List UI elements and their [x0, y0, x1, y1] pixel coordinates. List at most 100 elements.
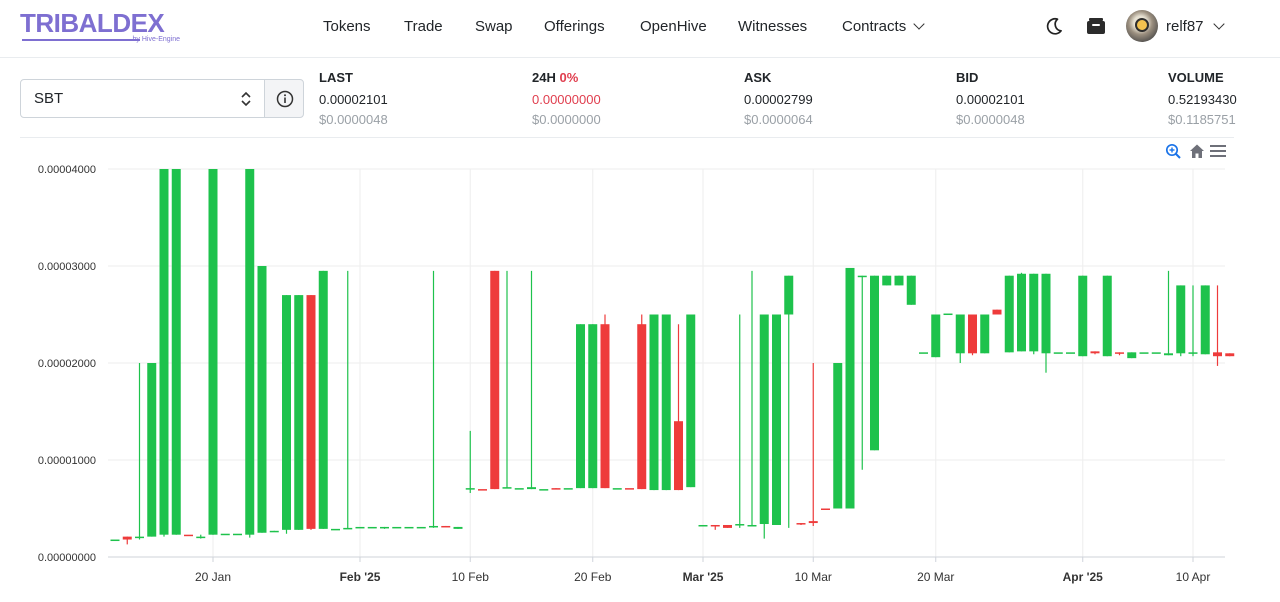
candle-body [220, 533, 230, 536]
nav-offerings[interactable]: Offerings [544, 18, 605, 35]
nav-openhive[interactable]: OpenHive [640, 18, 707, 35]
candle [796, 523, 806, 525]
candle [367, 526, 377, 529]
candle-body [245, 169, 255, 535]
candle-body [282, 295, 291, 530]
candle-body [857, 275, 867, 278]
candle [943, 313, 953, 316]
candle-body [882, 275, 892, 286]
menu-icon[interactable] [1210, 145, 1226, 157]
price-chart[interactable]: 0.00000000 0.00001000 0.00002000 0.00003000… [0, 138, 1280, 602]
candle [514, 488, 524, 490]
wallet-icon[interactable] [1085, 15, 1107, 37]
candle [625, 488, 634, 490]
candle-body [1090, 351, 1100, 354]
stat-24h-pct: 0% [559, 70, 579, 85]
candle-body [821, 508, 830, 510]
candle [1090, 351, 1100, 355]
moon-icon[interactable] [1043, 15, 1065, 37]
candle-body [833, 363, 843, 509]
candle [588, 324, 598, 489]
candle-body [416, 526, 426, 529]
candle [208, 169, 218, 535]
avatar[interactable] [1126, 10, 1158, 42]
candle [710, 524, 720, 530]
candle [110, 539, 120, 542]
candle [184, 534, 193, 537]
username[interactable]: relf87 [1166, 18, 1204, 35]
stat-last: LAST 0.00002101 $0.0000048 [319, 70, 519, 128]
token-select[interactable]: SBT [20, 79, 265, 118]
candle [1213, 285, 1222, 366]
stat-bid-usd: $0.0000048 [956, 112, 1025, 127]
nav-trade[interactable]: Trade [404, 18, 443, 35]
candle-body [331, 528, 340, 531]
stat-bid-label: BID [956, 70, 979, 85]
candle [343, 270, 353, 530]
candle-body [147, 363, 157, 537]
candle-body [318, 270, 328, 529]
candle-body [1102, 275, 1112, 357]
candle [539, 489, 549, 491]
x-tick-label: Mar '25 [683, 570, 724, 584]
candle-body [563, 488, 573, 490]
stat-volume-value: 0.52193430 [1168, 92, 1237, 107]
zoom-icon[interactable] [1165, 143, 1181, 159]
candle [159, 169, 169, 537]
candle-body [1041, 273, 1051, 354]
candle [894, 275, 904, 286]
tribaldex-logo[interactable]: TRIBALDEX by Hive-Engine [20, 10, 182, 44]
stat-ask: ASK 0.00002799 $0.0000064 [744, 70, 944, 128]
candle [1200, 285, 1210, 355]
candle-body [380, 526, 389, 529]
chevron-down-icon[interactable] [1213, 18, 1225, 30]
candle-body [1017, 273, 1026, 352]
candle [723, 524, 732, 528]
candle-body [551, 488, 561, 490]
candle [380, 526, 389, 529]
info-icon [276, 90, 294, 108]
home-icon[interactable] [1190, 144, 1204, 159]
x-tick-label: Feb '25 [340, 570, 381, 584]
y-tick-label: 0.00000000 [38, 552, 96, 564]
candle-body [674, 421, 683, 491]
candle-body [465, 488, 475, 490]
candle [220, 533, 230, 536]
nav-witnesses[interactable]: Witnesses [738, 18, 808, 35]
candle-body [625, 488, 634, 490]
x-tick-label: 10 Mar [795, 570, 832, 584]
x-tick-label: 20 Jan [195, 570, 231, 584]
candle [931, 314, 941, 358]
nav-swap[interactable]: Swap [475, 18, 513, 35]
candle-body [600, 324, 610, 489]
nav-contracts[interactable]: Contracts [842, 17, 925, 37]
stat-volume-label: VOLUME [1168, 70, 1224, 85]
x-tick-label: Apr '25 [1063, 570, 1104, 584]
candle-body [588, 324, 598, 489]
candle-body [122, 536, 132, 540]
nav-tokens[interactable]: Tokens [323, 18, 371, 35]
logo-underline [22, 39, 140, 41]
section-divider [20, 137, 1234, 138]
candle [306, 295, 316, 530]
candle-body [1066, 352, 1075, 354]
candle-body [992, 309, 1002, 315]
candle-body [1213, 352, 1222, 357]
candle-body [514, 488, 524, 490]
candles [110, 169, 1235, 545]
stat-last-usd: $0.0000048 [319, 112, 388, 127]
candle-body [1127, 352, 1137, 359]
candle-body [159, 169, 169, 535]
y-tick-label: 0.00004000 [38, 164, 96, 176]
candle [1225, 353, 1235, 357]
stat-ask-label: ASK [744, 70, 772, 85]
candle-body [943, 313, 953, 316]
chevron-down-icon [913, 18, 925, 30]
y-tick-label: 0.00001000 [38, 455, 96, 467]
candle [857, 275, 867, 470]
candle [735, 314, 745, 528]
candle [1066, 352, 1075, 354]
token-info-button[interactable] [264, 79, 304, 118]
candle [906, 275, 916, 305]
stat-volume-usd: $0.1185751 [1168, 112, 1236, 127]
